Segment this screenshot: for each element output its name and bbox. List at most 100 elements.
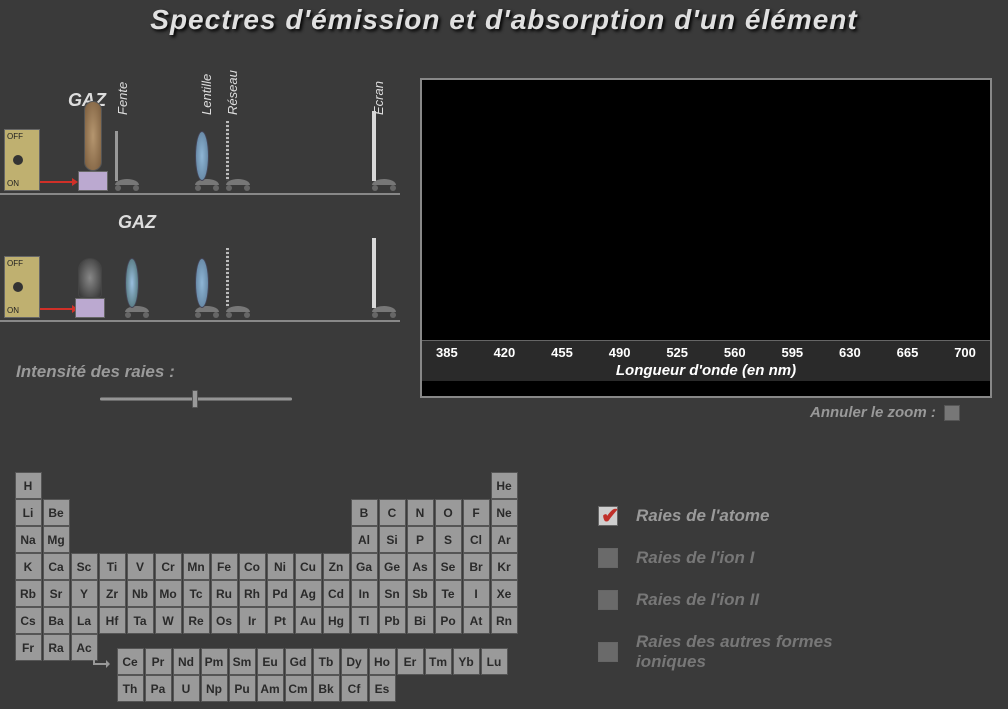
element-bk[interactable]: Bk xyxy=(313,675,340,702)
element-n[interactable]: N xyxy=(407,499,434,526)
element-zr[interactable]: Zr xyxy=(99,580,126,607)
element-ra[interactable]: Ra xyxy=(43,634,70,661)
element-pr[interactable]: Pr xyxy=(145,648,172,675)
intensity-slider[interactable] xyxy=(100,392,292,406)
element-mg[interactable]: Mg xyxy=(43,526,70,553)
element-cd[interactable]: Cd xyxy=(323,580,350,607)
legend-checkbox-2[interactable] xyxy=(598,590,618,610)
element-mo[interactable]: Mo xyxy=(155,580,182,607)
element-cm[interactable]: Cm xyxy=(285,675,312,702)
element-k[interactable]: K xyxy=(15,553,42,580)
element-po[interactable]: Po xyxy=(435,607,462,634)
element-v[interactable]: V xyxy=(127,553,154,580)
element-dy[interactable]: Dy xyxy=(341,648,368,675)
element-b[interactable]: B xyxy=(351,499,378,526)
element-f[interactable]: F xyxy=(463,499,490,526)
element-fe[interactable]: Fe xyxy=(211,553,238,580)
element-ho[interactable]: Ho xyxy=(369,648,396,675)
element-pu[interactable]: Pu xyxy=(229,675,256,702)
element-bi[interactable]: Bi xyxy=(407,607,434,634)
element-p[interactable]: P xyxy=(407,526,434,553)
element-in[interactable]: In xyxy=(351,580,378,607)
legend-checkbox-3[interactable] xyxy=(598,642,618,662)
element-re[interactable]: Re xyxy=(183,607,210,634)
element-he[interactable]: He xyxy=(491,472,518,499)
spectrum-canvas[interactable] xyxy=(422,80,990,340)
element-np[interactable]: Np xyxy=(201,675,228,702)
element-hf[interactable]: Hf xyxy=(99,607,126,634)
element-ga[interactable]: Ga xyxy=(351,553,378,580)
element-rh[interactable]: Rh xyxy=(239,580,266,607)
element-cs[interactable]: Cs xyxy=(15,607,42,634)
element-ti[interactable]: Ti xyxy=(99,553,126,580)
element-cf[interactable]: Cf xyxy=(341,675,368,702)
element-rn[interactable]: Rn xyxy=(491,607,518,634)
power-switch-1[interactable]: OFF ON xyxy=(4,129,40,191)
element-c[interactable]: C xyxy=(379,499,406,526)
element-zn[interactable]: Zn xyxy=(323,553,350,580)
element-ne[interactable]: Ne xyxy=(491,499,518,526)
element-th[interactable]: Th xyxy=(117,675,144,702)
element-sc[interactable]: Sc xyxy=(71,553,98,580)
element-lu[interactable]: Lu xyxy=(481,648,508,675)
element-ir[interactable]: Ir xyxy=(239,607,266,634)
legend-checkbox-0[interactable]: ✔ xyxy=(598,506,618,526)
element-ni[interactable]: Ni xyxy=(267,553,294,580)
element-te[interactable]: Te xyxy=(435,580,462,607)
element-gd[interactable]: Gd xyxy=(285,648,312,675)
element-o[interactable]: O xyxy=(435,499,462,526)
element-be[interactable]: Be xyxy=(43,499,70,526)
element-nb[interactable]: Nb xyxy=(127,580,154,607)
element-cr[interactable]: Cr xyxy=(155,553,182,580)
element-as[interactable]: As xyxy=(407,553,434,580)
element-er[interactable]: Er xyxy=(397,648,424,675)
slider-handle-icon[interactable] xyxy=(192,390,198,408)
element-eu[interactable]: Eu xyxy=(257,648,284,675)
element-h[interactable]: H xyxy=(15,472,42,499)
element-am[interactable]: Am xyxy=(257,675,284,702)
element-sr[interactable]: Sr xyxy=(43,580,70,607)
element-si[interactable]: Si xyxy=(379,526,406,553)
element-sb[interactable]: Sb xyxy=(407,580,434,607)
element-li[interactable]: Li xyxy=(15,499,42,526)
element-al[interactable]: Al xyxy=(351,526,378,553)
element-os[interactable]: Os xyxy=(211,607,238,634)
element-cl[interactable]: Cl xyxy=(463,526,490,553)
element-se[interactable]: Se xyxy=(435,553,462,580)
element-ag[interactable]: Ag xyxy=(295,580,322,607)
power-switch-2[interactable]: OFF ON xyxy=(4,256,40,318)
element-pm[interactable]: Pm xyxy=(201,648,228,675)
element-ru[interactable]: Ru xyxy=(211,580,238,607)
zoom-reset-button[interactable] xyxy=(944,405,960,421)
element-pd[interactable]: Pd xyxy=(267,580,294,607)
element-br[interactable]: Br xyxy=(463,553,490,580)
element-la[interactable]: La xyxy=(71,607,98,634)
element-rb[interactable]: Rb xyxy=(15,580,42,607)
element-tc[interactable]: Tc xyxy=(183,580,210,607)
element-tm[interactable]: Tm xyxy=(425,648,452,675)
element-tb[interactable]: Tb xyxy=(313,648,340,675)
element-ca[interactable]: Ca xyxy=(43,553,70,580)
element-ge[interactable]: Ge xyxy=(379,553,406,580)
element-i[interactable]: I xyxy=(463,580,490,607)
element-au[interactable]: Au xyxy=(295,607,322,634)
element-cu[interactable]: Cu xyxy=(295,553,322,580)
element-sn[interactable]: Sn xyxy=(379,580,406,607)
element-at[interactable]: At xyxy=(463,607,490,634)
element-s[interactable]: S xyxy=(435,526,462,553)
element-mn[interactable]: Mn xyxy=(183,553,210,580)
element-tl[interactable]: Tl xyxy=(351,607,378,634)
element-xe[interactable]: Xe xyxy=(491,580,518,607)
element-ba[interactable]: Ba xyxy=(43,607,70,634)
element-pa[interactable]: Pa xyxy=(145,675,172,702)
element-sm[interactable]: Sm xyxy=(229,648,256,675)
element-ta[interactable]: Ta xyxy=(127,607,154,634)
element-co[interactable]: Co xyxy=(239,553,266,580)
element-kr[interactable]: Kr xyxy=(491,553,518,580)
element-pt[interactable]: Pt xyxy=(267,607,294,634)
element-y[interactable]: Y xyxy=(71,580,98,607)
element-fr[interactable]: Fr xyxy=(15,634,42,661)
element-u[interactable]: U xyxy=(173,675,200,702)
element-ar[interactable]: Ar xyxy=(491,526,518,553)
element-w[interactable]: W xyxy=(155,607,182,634)
